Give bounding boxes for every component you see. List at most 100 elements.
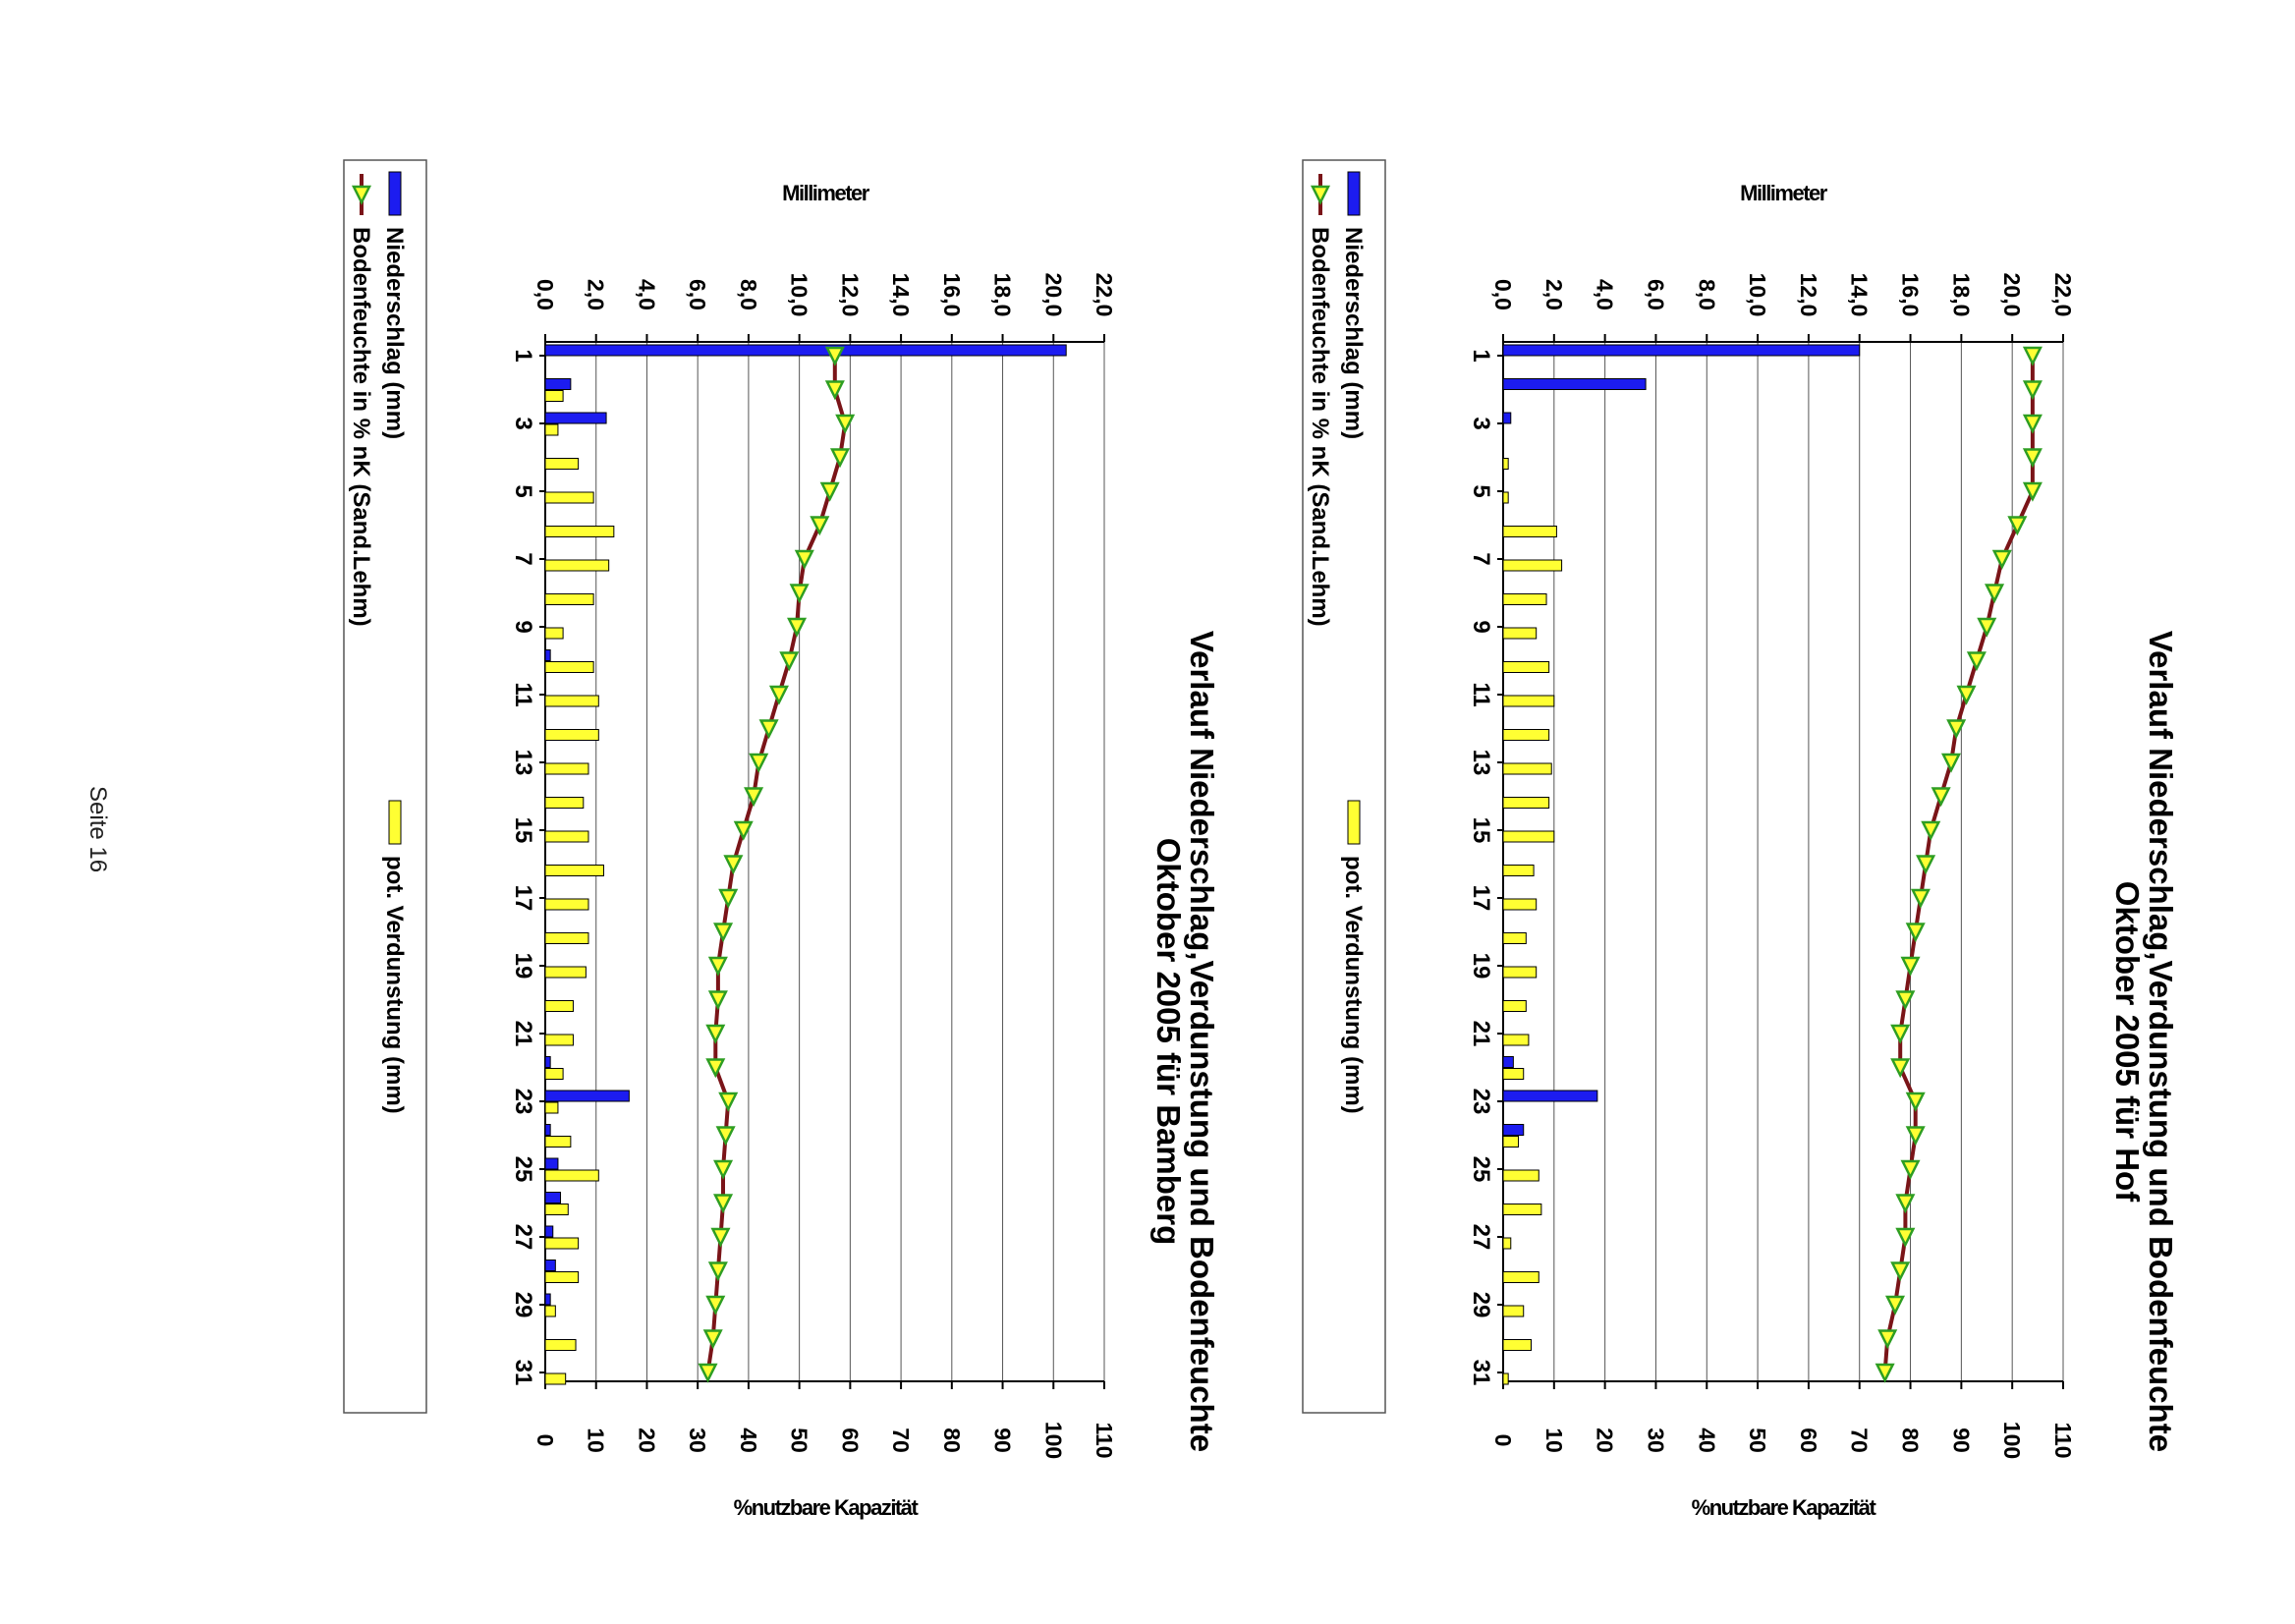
evap-bar: [1502, 1237, 1512, 1250]
moisture-marker: [705, 1295, 726, 1316]
chart-title-line1: Verlauf Niederschlag,Verdunstung und Bod…: [2143, 631, 2179, 1452]
moisture-marker: [824, 346, 845, 366]
day-tick-label: 7: [1468, 552, 1494, 565]
evap-bar: [1502, 1068, 1525, 1080]
evap-bar: [1502, 1372, 1509, 1385]
rain-bar: [1502, 344, 1861, 357]
pct-tick-label: 10: [584, 1428, 609, 1453]
evap-bar: [544, 1136, 572, 1148]
day-tick-label: 9: [1468, 620, 1494, 633]
evap-bar: [1502, 695, 1555, 707]
moisture-marker: [1905, 923, 1926, 943]
moisture-marker: [1940, 753, 1962, 773]
moisture-marker: [829, 448, 851, 469]
moisture-line: [1882, 356, 2035, 1373]
mm-tick-label: 20,0: [1999, 273, 2025, 317]
moisture-marker: [744, 787, 764, 808]
mm-tick-label: 12,0: [1796, 273, 1821, 317]
moisture-marker: [2022, 414, 2043, 434]
evap-bar: [1502, 729, 1550, 741]
moisture-marker: [713, 1194, 734, 1214]
evap-bar: [544, 932, 589, 944]
moisture-marker: [702, 1329, 723, 1350]
rain-bar: [544, 412, 607, 424]
mm-tick-label: 16,0: [939, 273, 965, 317]
evap-bar: [544, 1169, 599, 1182]
evap-bar: [544, 526, 615, 537]
moisture-marker: [713, 923, 734, 943]
rain-bar: [1502, 412, 1512, 424]
rain-bar: [544, 378, 572, 390]
evap-bar: [1502, 762, 1552, 775]
pct-tick-label: 90: [1948, 1428, 1974, 1453]
day-tick-label: 23: [510, 1089, 536, 1115]
evap-bar: [1502, 627, 1538, 640]
chart-bamberg: 0,0 2,0 4,0 6,0 8,0 10,0 12,0 14,0 16,0 18,0 20,0 2…: [343, 159, 1220, 1520]
evap-bar: [1502, 1000, 1527, 1012]
evap-bar: [544, 1101, 559, 1114]
moisture-marker: [705, 1024, 726, 1044]
mm-tick-label: 18,0: [1948, 273, 1974, 317]
day-tick-label: 19: [510, 953, 536, 980]
rain-bar: [544, 1225, 554, 1238]
pct-axis-title: %nutzbare Kapazität: [734, 1495, 920, 1520]
mm-tick-label: 18,0: [990, 273, 1016, 317]
day-tick-label: 21: [510, 1021, 536, 1047]
pct-tick-label: 90: [990, 1428, 1016, 1453]
evap-bar: [1502, 1305, 1525, 1317]
mm-axis-title: Millimeter: [1740, 181, 1828, 205]
rain-bar: [1502, 1124, 1525, 1136]
moisture-marker: [1900, 1159, 1921, 1180]
moisture-marker: [1966, 651, 1987, 672]
pct-tick-label: 30: [685, 1428, 710, 1453]
day-tick-label: 27: [510, 1224, 536, 1251]
pct-tick-label: 70: [888, 1428, 914, 1453]
day-tick-label: 1: [510, 349, 536, 362]
pct-tick-label: 50: [787, 1428, 812, 1453]
evap-bar: [1502, 491, 1509, 504]
moisture-marker: [713, 1159, 734, 1180]
legend-evap-label: pot. Verdunstung (mm): [1340, 856, 1367, 1114]
moisture-marker: [707, 956, 728, 977]
rain-bar: [1502, 1056, 1514, 1068]
moisture-marker: [705, 1058, 726, 1079]
mm-tick-label: 2,0: [584, 279, 609, 310]
pct-tick-label: 40: [1694, 1428, 1719, 1453]
day-tick-label: 17: [1468, 885, 1494, 912]
moisture-marker: [824, 380, 845, 401]
rain-bar: [544, 1192, 562, 1204]
mm-tick-label: 20,0: [1040, 273, 1066, 317]
evap-bar: [544, 898, 589, 911]
moisture-marker: [1895, 1227, 1916, 1248]
legend-box: [343, 159, 427, 1414]
evap-bar: [544, 1068, 564, 1080]
day-tick-label: 13: [510, 750, 536, 776]
moisture-marker: [2022, 380, 2043, 401]
moisture-marker: [1875, 1363, 1895, 1383]
evap-bar: [544, 661, 594, 673]
moisture-marker: [787, 617, 808, 638]
mm-tick-label: 6,0: [1643, 279, 1668, 310]
moisture-marker: [1921, 820, 1941, 841]
mm-tick-label: 22,0: [2050, 273, 2076, 317]
evap-bar: [544, 593, 594, 605]
day-tick-label: 21: [1468, 1021, 1494, 1047]
moisture-marker: [733, 820, 754, 841]
moisture-marker: [723, 855, 744, 875]
moisture-marker: [1895, 990, 1916, 1011]
moisture-marker: [698, 1363, 718, 1383]
day-tick-label: 11: [1468, 682, 1494, 706]
moisture-marker: [1905, 1126, 1926, 1147]
mm-tick-label: 0,0: [532, 279, 558, 310]
moisture-marker: [2022, 346, 2043, 366]
evap-bar: [544, 423, 559, 436]
evap-bar: [544, 458, 580, 470]
day-tick-label: 23: [1468, 1089, 1494, 1115]
mm-tick-label: 8,0: [736, 279, 761, 310]
moisture-marker: [1977, 617, 1997, 638]
rain-bar: [544, 1293, 551, 1306]
pct-tick-label: 80: [939, 1428, 965, 1453]
pct-tick-label: 110: [1092, 1422, 1117, 1458]
day-tick-label: 17: [510, 885, 536, 912]
day-tick-label: 15: [1468, 817, 1494, 844]
